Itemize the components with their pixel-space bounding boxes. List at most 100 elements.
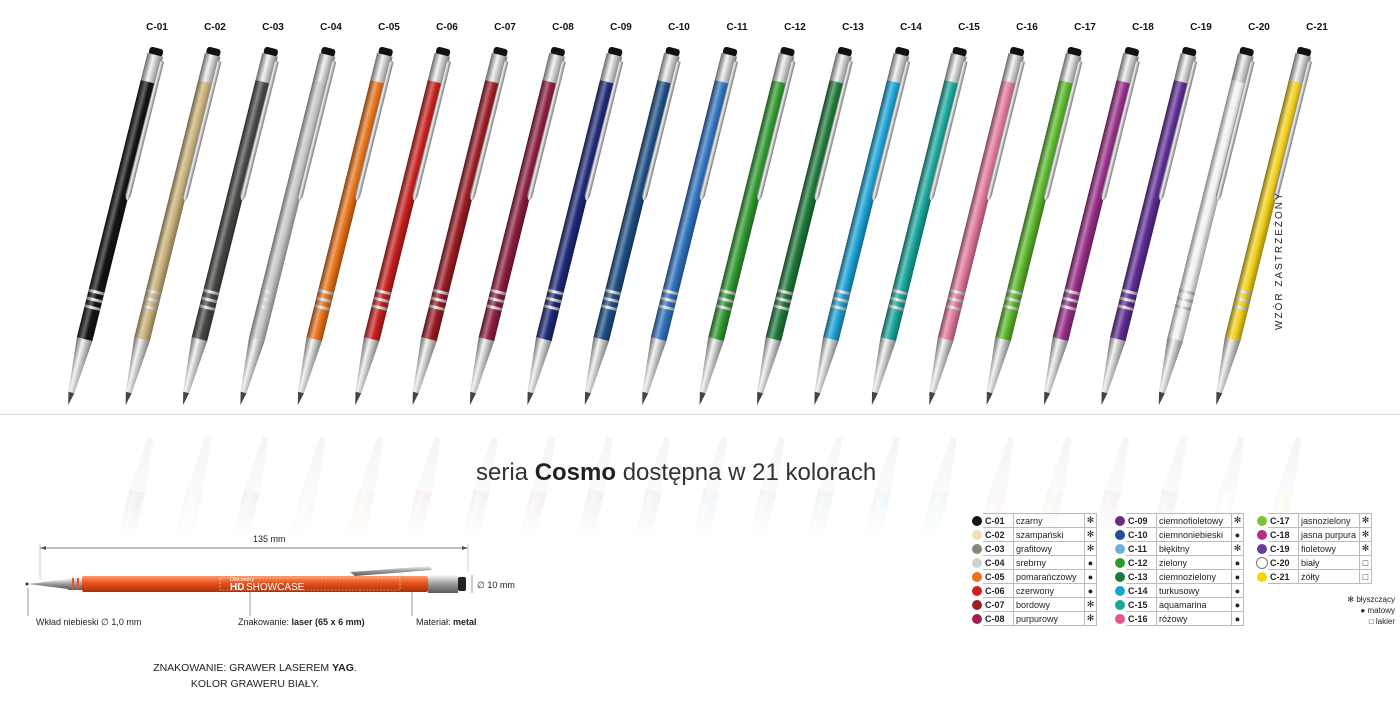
color-name: szampański [1013, 527, 1085, 542]
engraving-line-1-text: ZNAKOWANIE: GRAWER LASEREM [153, 662, 333, 674]
color-row: C-02 szampański ✻ [971, 527, 1097, 542]
pen [699, 46, 796, 406]
color-swatch-cell [1114, 514, 1126, 528]
matte-finish-icon: ● [1231, 569, 1244, 584]
length-label: 135 mm [253, 534, 286, 544]
pen [297, 46, 394, 406]
color-swatch-cell [1114, 556, 1126, 570]
color-name: czarny [1013, 513, 1085, 528]
pen [240, 46, 337, 406]
reflection-floor-line [0, 414, 1400, 415]
pen [1216, 46, 1313, 406]
glossy-finish-icon: ✻ [1359, 527, 1372, 542]
matte-finish-icon: ● [1231, 583, 1244, 598]
color-code: C-21 [1268, 569, 1299, 584]
color-code: C-07 [983, 597, 1014, 612]
color-swatch [1257, 529, 1267, 540]
color-name: jasnozielony [1298, 513, 1360, 528]
material-value: metal [453, 617, 477, 627]
pen-code-label: C-14 [900, 22, 922, 33]
matte-finish-icon: ● [1084, 583, 1097, 598]
color-swatch [1115, 571, 1125, 582]
marking-label-text: Znakowanie: [238, 617, 292, 627]
pen [355, 46, 452, 406]
color-row: C-20 biały □ [1256, 555, 1372, 570]
pen [527, 46, 624, 406]
legend-item: □ lakier [1330, 616, 1395, 627]
color-code: C-08 [983, 611, 1014, 626]
color-swatch [1115, 515, 1125, 526]
color-swatch [1115, 543, 1125, 554]
color-code: C-16 [1126, 611, 1157, 626]
engraving-line-2: KOLOR GRAWERU BIAŁY. [190, 678, 320, 690]
pen-code-label: C-10 [668, 22, 690, 33]
color-name: pomarańczowy [1013, 569, 1085, 584]
pen-code-label: C-20 [1248, 22, 1270, 33]
color-code: C-12 [1126, 555, 1157, 570]
color-row: C-18 jasna purpura ✻ [1256, 527, 1372, 542]
legend-item: ● matowy [1330, 605, 1395, 616]
pen [125, 46, 222, 406]
logo-discovery: Discovery [230, 577, 254, 583]
marking-area [219, 577, 401, 591]
pens-illustration [0, 46, 1400, 540]
pen-code-label: C-02 [204, 22, 226, 33]
color-name: srebrny [1013, 555, 1085, 570]
pen-code-label: C-18 [1132, 22, 1154, 33]
color-code: C-01 [983, 513, 1014, 528]
lacquer-finish-icon: □ [1359, 569, 1372, 584]
color-name: aquamarina [1156, 597, 1232, 612]
matte-finish-icon: ● [1360, 606, 1368, 615]
color-swatch [1256, 556, 1268, 569]
pen [1158, 46, 1255, 406]
color-swatch-cell [1114, 528, 1126, 542]
color-code: C-11 [1126, 541, 1157, 556]
color-swatch [1115, 557, 1125, 568]
headline-prefix: seria [476, 459, 535, 486]
color-swatch-cell [971, 556, 983, 570]
pen-cap [428, 575, 458, 593]
glossy-finish-icon: ✻ [1231, 541, 1244, 556]
color-swatch-cell [971, 514, 983, 528]
glossy-finish-icon: ✻ [1084, 597, 1097, 612]
color-row: C-19 fioletowy ✻ [1256, 541, 1372, 556]
pen [757, 46, 853, 406]
color-row: C-12 zielony ● [1114, 555, 1244, 570]
pen-code-label: C-05 [378, 22, 400, 33]
color-code: C-19 [1268, 541, 1299, 556]
color-swatch-cell [1114, 612, 1126, 626]
pen [871, 46, 968, 406]
matte-finish-icon: ● [1231, 597, 1244, 612]
color-swatch [1257, 515, 1267, 526]
pen-code-label: C-03 [262, 22, 284, 33]
diameter-label: ∅ 10 mm [477, 580, 515, 590]
color-row: C-04 srebrny ● [971, 555, 1097, 570]
color-swatch-cell [971, 584, 983, 598]
matte-finish-icon: ● [1231, 527, 1244, 542]
color-code: C-09 [1126, 513, 1157, 528]
color-name: ciemnoniebieski [1156, 527, 1232, 542]
color-row: C-14 turkusowy ● [1114, 583, 1244, 598]
color-name: ciemnofioletowy [1156, 513, 1232, 528]
pen [183, 46, 279, 406]
matte-finish-icon: ● [1084, 569, 1097, 584]
engraving-line-1-end: . [353, 662, 357, 674]
material-label-text: Materiał: [416, 617, 454, 627]
color-swatch-cell [971, 528, 983, 542]
color-swatch-cell [1114, 542, 1126, 556]
legend-label: błyszczący [1356, 595, 1395, 604]
pen [412, 46, 509, 406]
color-table-2: C-09 ciemnofioletowy ✻ C-10 ciemnoniebieski ●… [1114, 513, 1244, 626]
color-name: turkusowy [1156, 583, 1232, 598]
design-protected-note: WZÓR ZASTRZEŻONY [1274, 191, 1285, 330]
pen-code-label: C-13 [842, 22, 864, 33]
color-table-1: C-01 czarny ✻ C-02 szampański ✻ C-03 grafitowy ✻… [971, 513, 1097, 626]
color-swatch [972, 613, 982, 624]
color-name: bordowy [1013, 597, 1085, 612]
legend-label: lakier [1375, 617, 1395, 626]
engraving-line-1: ZNAKOWANIE: GRAWER LASEREM YAG. [120, 660, 390, 676]
color-row: C-08 purpurowy ✻ [971, 611, 1097, 626]
color-row: C-21 żółty □ [1256, 569, 1372, 584]
pen-tip [28, 579, 68, 589]
color-swatch-cell [1256, 514, 1268, 528]
